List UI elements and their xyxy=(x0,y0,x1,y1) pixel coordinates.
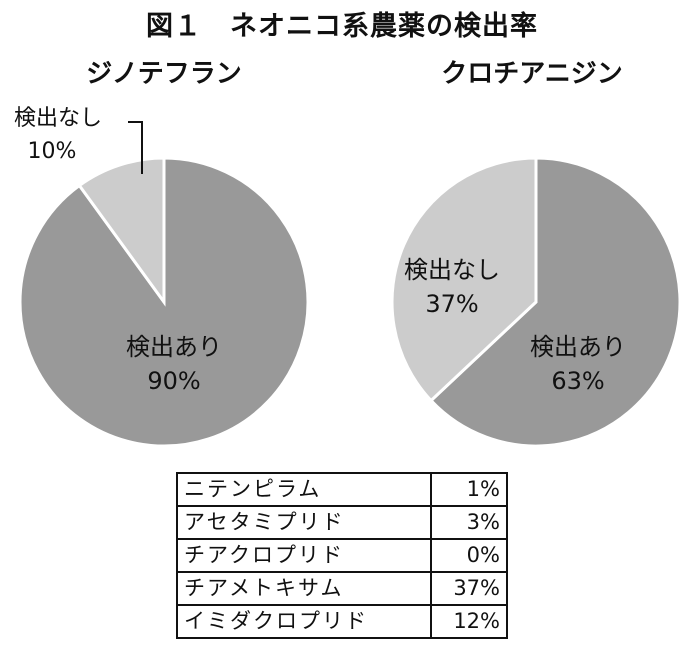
table-row: イミダクロプリド 12% xyxy=(176,604,508,639)
pie-slice-detected xyxy=(428,156,682,448)
slice-label-detected: 検出あり xyxy=(530,333,626,361)
detection-rate: 1% xyxy=(430,472,508,507)
detection-rate: 12% xyxy=(430,604,508,639)
slice-label-not-detected: 検出なし xyxy=(404,256,500,284)
slice-label-detected: 検出あり xyxy=(126,333,222,361)
slice-label-not-detected: 検出なし xyxy=(14,106,102,131)
pesticide-name: チアメトキサム xyxy=(176,571,432,606)
detection-rate: 3% xyxy=(430,505,508,540)
slice-value-detected: 63% xyxy=(551,367,604,395)
slice-value-detected: 90% xyxy=(147,367,200,395)
pie-chart-clothianidin: クロチアニジン 検出あり 63% 検出なし 37% xyxy=(390,59,682,448)
pie-chart-dinotefuran: ジノテフラン 検出あり 90% 検出なし 10% xyxy=(14,59,310,448)
detection-rate: 37% xyxy=(430,571,508,606)
slice-value-not-detected: 10% xyxy=(28,139,77,164)
slice-value-not-detected: 37% xyxy=(425,290,478,318)
detection-rate: 0% xyxy=(430,538,508,573)
table-row: チアメトキサム 37% xyxy=(176,571,508,606)
pesticide-detection-table: ニテンピラム 1% アセタミプリド 3% チアクロプリド 0% チアメトキサム … xyxy=(176,472,508,639)
pie-slice-not-detected xyxy=(77,156,166,307)
table-row: チアクロプリド 0% xyxy=(176,538,508,573)
figure-title: 図１ ネオニコ系農薬の検出率 xyxy=(146,11,538,42)
pesticide-name: イミダクロプリド xyxy=(176,604,432,639)
pie-title: クロチアニジン xyxy=(441,59,622,89)
pie-title: ジノテフラン xyxy=(86,59,241,89)
pesticide-name: アセタミプリド xyxy=(176,505,432,540)
leader-line xyxy=(128,121,143,174)
pesticide-name: ニテンピラム xyxy=(176,472,432,507)
pie-charts: ジノテフラン 検出あり 90% 検出なし 10% クロチアニジン 検出あり 63… xyxy=(14,59,682,448)
pie-slice-not-detected xyxy=(390,156,538,403)
table-row: アセタミプリド 3% xyxy=(176,505,508,540)
table-row: ニテンピラム 1% xyxy=(176,472,508,507)
pesticide-name: チアクロプリド xyxy=(176,538,432,573)
